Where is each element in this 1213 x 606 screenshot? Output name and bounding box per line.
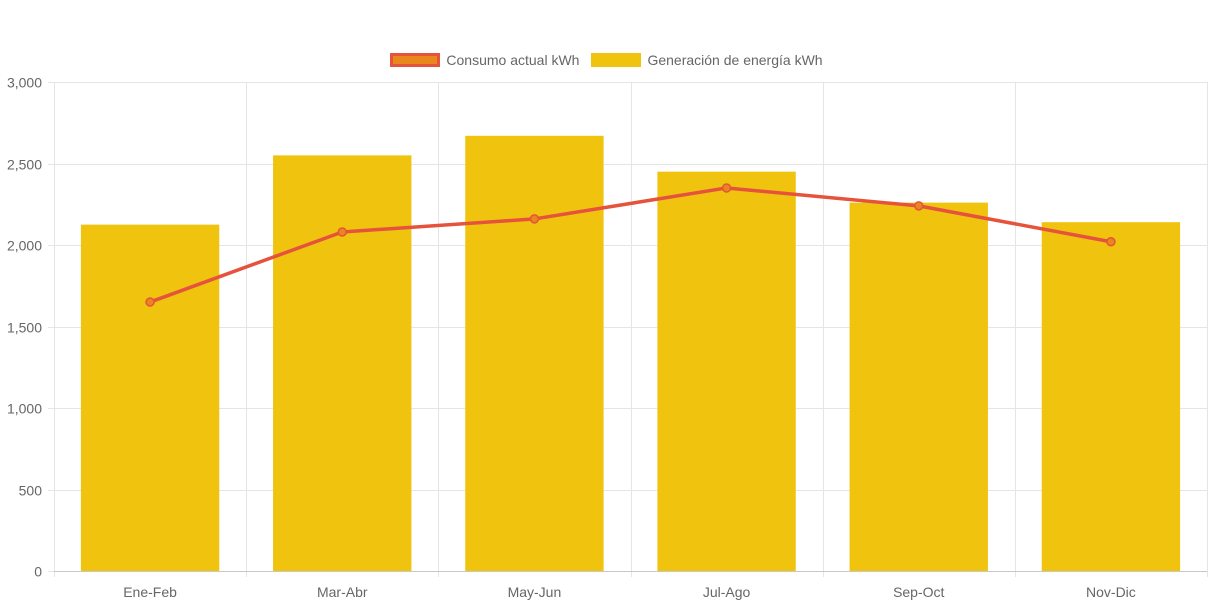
grid-layer — [48, 82, 1208, 577]
x-tick-label: Ene-Feb — [123, 584, 177, 600]
legend-swatch-bar — [591, 53, 642, 67]
bar-generacion — [849, 202, 988, 571]
line-consumo — [149, 186, 1112, 304]
legend-label-consumo: Consumo actual kWh — [446, 52, 580, 68]
y-tick-label: 3,000 — [7, 75, 42, 91]
y-tick-label: 1,500 — [7, 320, 42, 336]
bar-layer — [80, 135, 1181, 572]
axis-layer: 0 500 1,000 1,500 2,000 2,500 3,000 Ene-Feb Mar-… — [7, 75, 1207, 600]
legend-swatch-line — [390, 53, 441, 67]
point-consumo — [914, 201, 924, 211]
legend-item-consumo[interactable]: Consumo actual kWh — [390, 52, 579, 68]
x-tick-label: Nov-Dic — [1086, 584, 1136, 600]
point-consumo — [529, 214, 540, 224]
line-layer — [145, 183, 1116, 307]
y-tick-label: 2,500 — [7, 157, 42, 173]
x-tick-label: May-Jun — [508, 584, 562, 600]
bar-generacion — [657, 171, 796, 571]
y-tick-label: 0 — [34, 564, 42, 580]
y-tick-label: 2,000 — [7, 238, 42, 254]
legend-item-generacion[interactable]: Generación de energía kWh — [591, 52, 823, 68]
point-consumo — [721, 183, 732, 193]
x-tick-label: Jul-Ago — [703, 584, 751, 600]
x-tick-label: Sep-Oct — [893, 584, 944, 600]
y-tick-label: 1,000 — [7, 401, 42, 417]
point-consumo — [145, 297, 155, 307]
legend-label-generacion: Generación de energía kWh — [647, 52, 823, 68]
point-consumo — [337, 227, 347, 237]
bar-generacion — [273, 155, 412, 571]
bar-generacion — [465, 135, 604, 572]
y-tick-label: 500 — [19, 483, 43, 499]
bar-generacion — [80, 224, 220, 571]
point-consumo — [1106, 236, 1116, 247]
x-tick-label: Mar-Abr — [317, 584, 368, 600]
legend: Consumo actual kWh Generación de energía… — [0, 52, 1213, 68]
bar-generacion — [1041, 222, 1181, 571]
